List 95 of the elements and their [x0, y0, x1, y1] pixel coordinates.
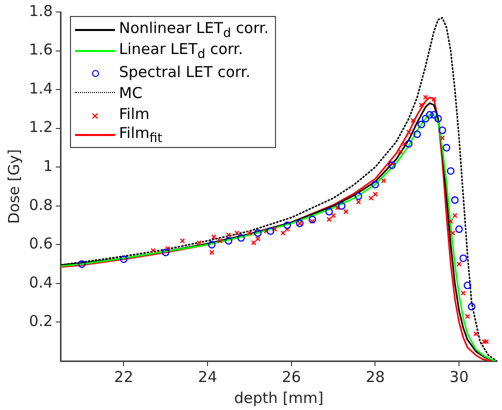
point	[422, 94, 428, 100]
point	[120, 255, 128, 264]
point	[246, 230, 252, 236]
point	[354, 192, 362, 200]
point	[330, 213, 336, 218]
y-tick-label: 0.4	[28, 273, 53, 292]
point	[368, 196, 374, 201]
legend-label: Film	[119, 104, 150, 122]
point	[430, 110, 438, 119]
point	[422, 114, 430, 122]
point	[310, 218, 315, 224]
point	[196, 240, 202, 246]
point	[442, 144, 450, 152]
point	[418, 102, 424, 108]
point	[165, 246, 170, 252]
point	[255, 236, 260, 242]
y-tick-label: 1	[43, 157, 53, 175]
point	[406, 130, 412, 135]
point	[308, 216, 316, 224]
y-tick-label: 1.6	[28, 40, 53, 59]
point	[209, 250, 214, 255]
x-tick-label: 22	[114, 368, 134, 386]
point	[482, 339, 487, 344]
legend-label: Linear LET$_{d}$ corr.	[119, 40, 243, 61]
legend-label: Film$_{fit}$	[119, 124, 162, 145]
point	[438, 126, 446, 134]
point	[272, 226, 278, 232]
y-tick-label: 0.6	[28, 234, 53, 253]
point	[280, 230, 286, 236]
point	[338, 202, 346, 210]
point	[484, 339, 489, 344]
point	[150, 248, 156, 254]
point	[448, 218, 454, 224]
point	[418, 120, 426, 128]
y-tick-label: 0.8	[28, 196, 53, 214]
point	[459, 254, 468, 262]
point	[224, 236, 232, 245]
x-tick-label: 30	[450, 368, 469, 386]
point	[283, 221, 292, 230]
point	[402, 141, 408, 146]
point	[371, 180, 380, 188]
point	[251, 240, 256, 246]
point	[451, 196, 459, 204]
point	[162, 248, 170, 256]
point	[398, 149, 403, 154]
point	[455, 225, 463, 233]
point	[446, 167, 454, 175]
point	[468, 302, 476, 311]
x-tick-label: 26	[282, 368, 301, 386]
point	[180, 238, 185, 244]
point	[431, 96, 437, 102]
x-tick-label: 28	[366, 368, 385, 386]
point	[452, 213, 458, 218]
point	[464, 282, 472, 290]
y-tick-label: 1.8	[28, 2, 53, 20]
point	[343, 209, 348, 214]
legend-label: Nonlinear LET$_{d}$ corr.	[119, 19, 269, 40]
point	[266, 227, 274, 235]
point	[404, 140, 413, 148]
point	[410, 118, 416, 124]
legend-label: Spectral LET corr.	[119, 62, 250, 80]
point	[413, 130, 421, 138]
point	[426, 110, 434, 119]
point	[78, 260, 86, 268]
point	[389, 160, 395, 166]
point	[434, 114, 442, 122]
point	[208, 240, 216, 248]
point	[211, 234, 216, 240]
y-tick-label: 0.2	[28, 312, 53, 330]
legend-label: MC	[119, 84, 142, 102]
point	[456, 261, 462, 267]
point	[388, 161, 396, 169]
point	[326, 216, 332, 222]
point	[234, 230, 240, 236]
point	[464, 314, 470, 319]
point	[334, 205, 340, 210]
y-tick-label: 1.4	[28, 79, 53, 98]
point	[226, 232, 232, 238]
y-axis-title: Dose [Gy]	[4, 149, 23, 224]
point	[284, 226, 290, 232]
x-axis-title: depth [mm]	[234, 388, 324, 407]
point	[372, 192, 378, 197]
y-tick-label: 1.2	[28, 118, 53, 136]
point	[460, 290, 466, 296]
point	[440, 135, 445, 141]
point	[254, 229, 262, 237]
point	[450, 230, 456, 236]
point	[325, 208, 333, 216]
point	[356, 199, 362, 205]
point	[381, 178, 386, 184]
x-tick-label: 24	[198, 368, 218, 386]
point	[473, 331, 478, 336]
point	[264, 228, 269, 234]
point	[218, 238, 223, 244]
point	[237, 234, 245, 242]
